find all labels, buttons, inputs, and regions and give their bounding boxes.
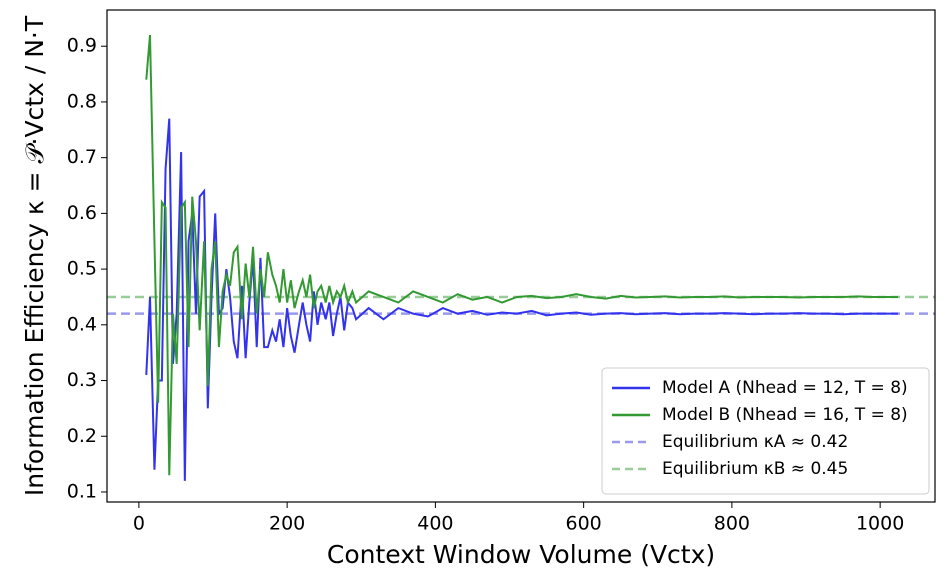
x-tick-label: 800 [714, 513, 750, 535]
legend-box [601, 367, 930, 495]
x-axis-label: Context Window Volume (Vctx) [327, 540, 715, 569]
x-tick-label: 200 [269, 513, 305, 535]
y-tick-label: 0.9 [67, 35, 97, 57]
y-tick-label: 0.8 [67, 90, 97, 112]
y-axis-label: Information Efficiency κ = 𝒫·Vctx / N·T [20, 15, 49, 496]
x-tick-label: 400 [417, 513, 453, 535]
x-tick-label: 1000 [856, 513, 904, 535]
legend: Model A (Nhead = 12, T = 8) Model B (Nhea… [601, 367, 930, 495]
y-tick-label: 0.6 [67, 202, 97, 224]
legend-label: Model A (Nhead = 12, T = 8) [662, 378, 908, 398]
y-tick-label: 0.7 [67, 146, 97, 168]
legend-label: Equilibrium κB ≈ 0.45 [662, 459, 848, 479]
legend-label: Model B (Nhead = 16, T = 8) [662, 405, 908, 425]
x-tick-label: 600 [566, 513, 602, 535]
y-tick-label: 0.4 [67, 313, 97, 335]
x-tick-label: 0 [133, 513, 145, 535]
y-tick-label: 0.5 [67, 258, 97, 280]
y-tick-label: 0.2 [67, 425, 97, 447]
y-tick-label: 0.1 [67, 480, 97, 502]
plot-frame [106, 9, 936, 503]
series-line [145, 34, 898, 476]
y-tick-label: 0.3 [67, 369, 97, 391]
legend-label: Equilibrium κA ≈ 0.42 [662, 432, 848, 452]
